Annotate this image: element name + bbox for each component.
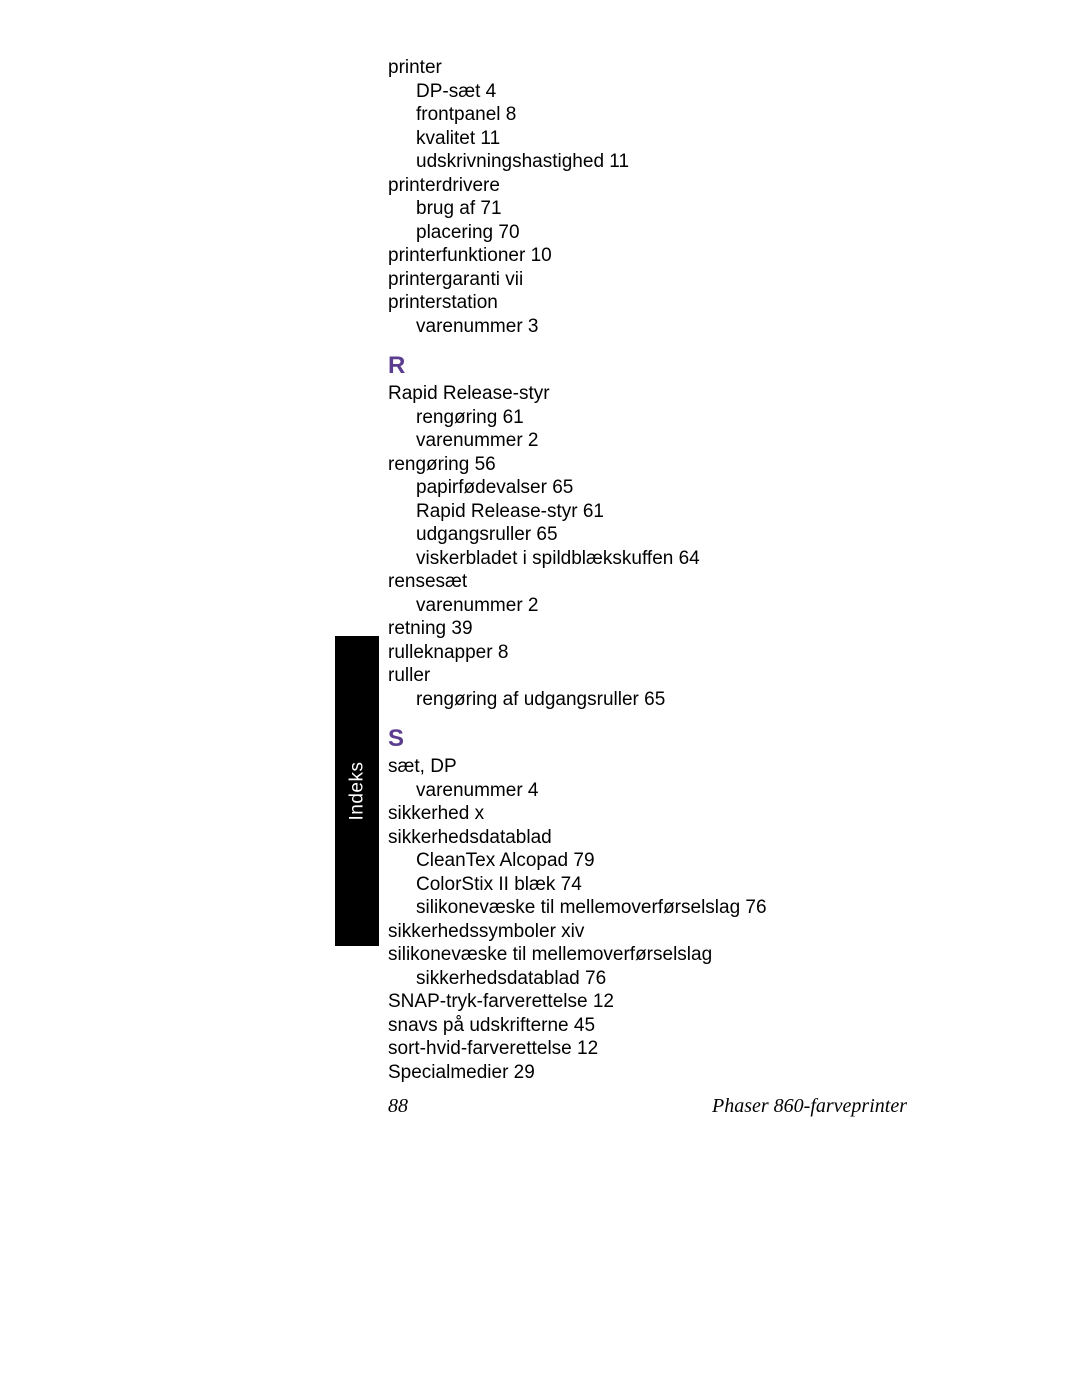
index-entry: sikkerhedsdatablad (388, 826, 948, 850)
index-entry: printerfunktioner 10 (388, 244, 948, 268)
index-entry: silikonevæske til mellemoverførselslag 7… (388, 896, 948, 920)
index-entry: printergaranti vii (388, 268, 948, 292)
index-content: printer DP-sæt 4 frontpanel 8 kvalitet 1… (388, 56, 948, 1084)
index-section-s: S sæt, DP varenummer 4 sikkerhed x sikke… (388, 725, 948, 1084)
index-entry: ruller (388, 664, 948, 688)
section-letter-s: S (388, 725, 948, 753)
index-entry: snavs på udskrifterne 45 (388, 1014, 948, 1038)
index-entry: sæt, DP (388, 755, 948, 779)
index-entry: Rapid Release-styr (388, 382, 948, 406)
index-entry: Rapid Release-styr 61 (388, 500, 948, 524)
index-entry: varenummer 2 (388, 594, 948, 618)
index-entry: ColorStix II blæk 74 (388, 873, 948, 897)
footer-title: Phaser 860-farveprinter (712, 1095, 907, 1118)
index-entry: printer (388, 56, 948, 80)
index-entry: viskerbladet i spildblækskuffen 64 (388, 547, 948, 571)
index-entry: SNAP-tryk-farverettelse 12 (388, 990, 948, 1014)
index-entry: placering 70 (388, 221, 948, 245)
sidebar-tab: Indeks (335, 636, 379, 946)
index-entry: rengøring 56 (388, 453, 948, 477)
index-entry: varenummer 4 (388, 779, 948, 803)
index-entry: silikonevæske til mellemoverførselslag (388, 943, 948, 967)
index-section-r: R Rapid Release-styr rengøring 61 varenu… (388, 352, 948, 711)
index-entry: udskrivningshastighed 11 (388, 150, 948, 174)
sidebar-label: Indeks (346, 762, 368, 821)
index-entry: papirfødevalser 65 (388, 476, 948, 500)
index-entry: Specialmedier 29 (388, 1061, 948, 1085)
index-entry: sikkerhedsdatablad 76 (388, 967, 948, 991)
index-section-p: printer DP-sæt 4 frontpanel 8 kvalitet 1… (388, 56, 948, 338)
section-letter-r: R (388, 352, 948, 380)
index-entry: kvalitet 11 (388, 127, 948, 151)
index-entry: DP-sæt 4 (388, 80, 948, 104)
page-number: 88 (388, 1095, 408, 1118)
index-entry: varenummer 3 (388, 315, 948, 339)
index-entry: varenummer 2 (388, 429, 948, 453)
index-entry: printerstation (388, 291, 948, 315)
index-entry: printerdrivere (388, 174, 948, 198)
index-entry: retning 39 (388, 617, 948, 641)
index-entry: rulleknapper 8 (388, 641, 948, 665)
index-entry: sort-hvid-farverettelse 12 (388, 1037, 948, 1061)
index-entry: brug af 71 (388, 197, 948, 221)
index-entry: CleanTex Alcopad 79 (388, 849, 948, 873)
index-entry: rengøring af udgangsruller 65 (388, 688, 948, 712)
page: Indeks printer DP-sæt 4 frontpanel 8 kva… (0, 0, 1080, 1397)
index-entry: udgangsruller 65 (388, 523, 948, 547)
index-entry: sikkerhedssymboler xiv (388, 920, 948, 944)
index-entry: rengøring 61 (388, 406, 948, 430)
index-entry: rensesæt (388, 570, 948, 594)
index-entry: frontpanel 8 (388, 103, 948, 127)
index-entry: sikkerhed x (388, 802, 948, 826)
